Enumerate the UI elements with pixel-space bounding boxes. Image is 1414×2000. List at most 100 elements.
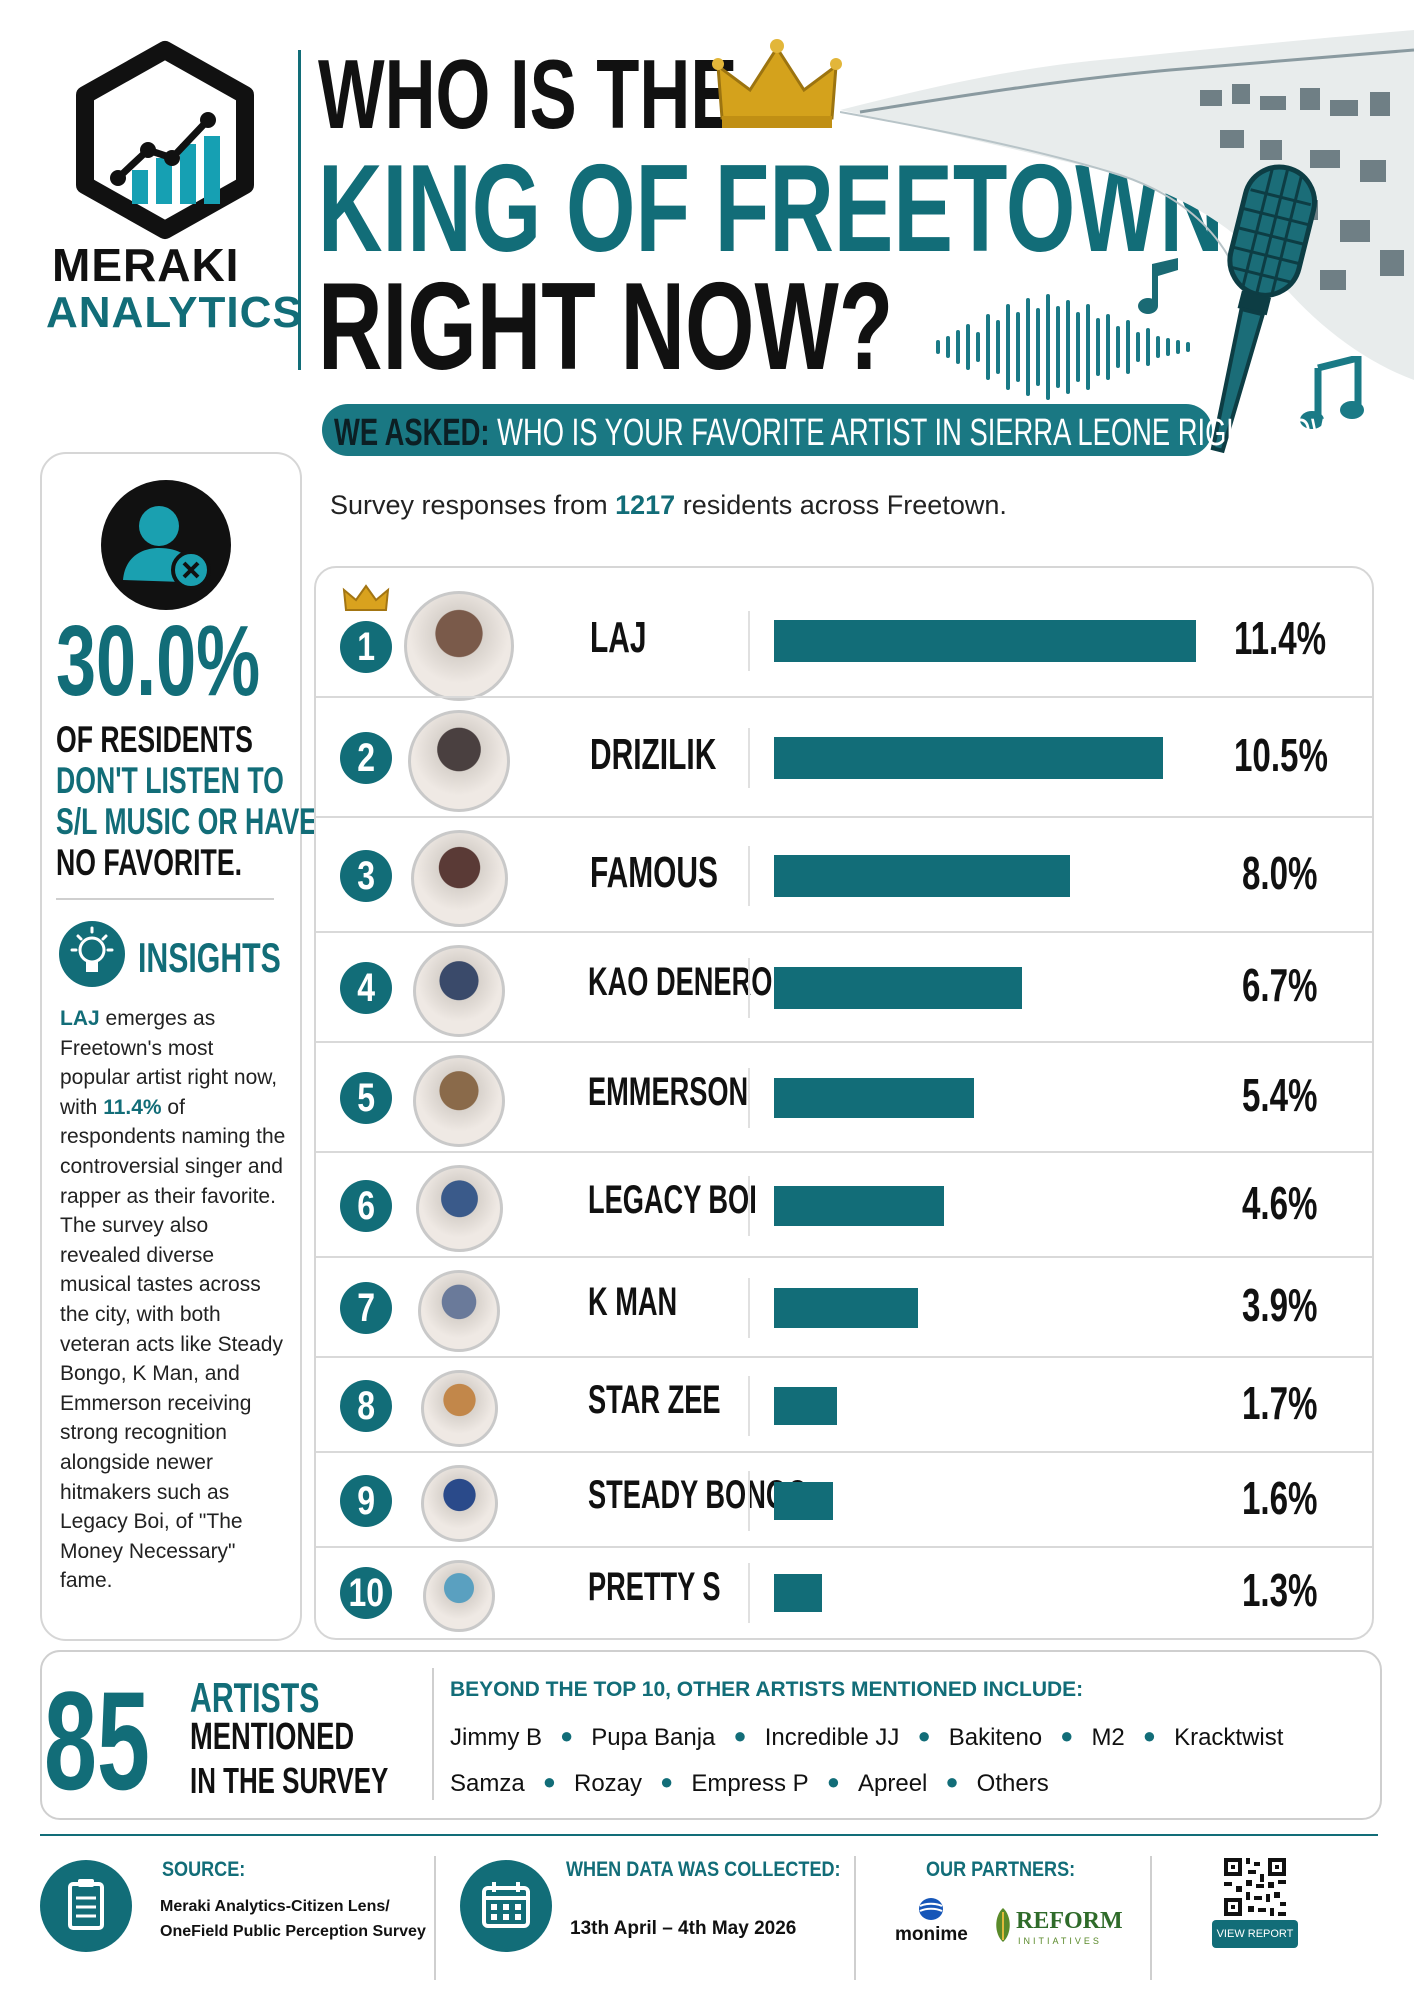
rank-number: 4	[340, 962, 392, 1014]
bar-value-label: 3.9%	[1242, 1279, 1318, 1331]
row-separator	[316, 1546, 1372, 1548]
bar	[774, 1481, 833, 1520]
partner-reform-sub: INITIATIVES	[1018, 1936, 1102, 1946]
partner-monime: monime	[895, 1924, 968, 1945]
brand-name-line2: ANALYTICS	[46, 288, 303, 337]
artist-name: PRETTY S	[588, 1565, 721, 1609]
rank-number: 1	[340, 621, 392, 673]
stat-text-line4: NO FAVORITE.	[56, 842, 243, 883]
row-divider	[748, 1375, 750, 1436]
bar	[774, 854, 1070, 897]
music-note-icon	[1138, 258, 1178, 314]
artist-avatar	[418, 1270, 500, 1352]
view-report-button[interactable]: VIEW REPORT	[1212, 1920, 1298, 1948]
artist-name: EMMERSON	[588, 1070, 749, 1114]
artist-name: FAMOUS	[590, 847, 718, 897]
rank-number: 10	[340, 1567, 392, 1619]
rank-number: 3	[340, 849, 392, 902]
stat-divider	[56, 898, 274, 900]
artist-name: LEGACY BOI	[588, 1177, 757, 1222]
footer-divider	[40, 1834, 1378, 1836]
bullet-icon: ●	[945, 1769, 959, 1794]
other-artist-name: Jimmy B	[450, 1724, 542, 1751]
rank-row: 8 STAR ZEE 1.7%	[316, 1358, 1372, 1453]
row-separator	[316, 1451, 1372, 1453]
clipboard-icon-circle	[40, 1860, 132, 1952]
bullet-icon: ●	[826, 1769, 840, 1794]
rank-number-text: 9	[357, 1478, 375, 1523]
artist-name: LAJ	[590, 613, 647, 662]
bullet-icon: ●	[733, 1723, 747, 1748]
sound-wave	[936, 294, 1190, 400]
row-divider	[748, 1175, 750, 1236]
bullet-icon: ●	[542, 1769, 556, 1794]
other-artist-name: Rozay	[574, 1770, 643, 1797]
clipboard-icon	[68, 1879, 104, 1930]
row-divider	[748, 611, 750, 671]
rank-number: 7	[340, 1282, 392, 1334]
crown-icon	[342, 584, 390, 611]
rank-number-text: 2	[357, 736, 375, 780]
row-separator	[316, 1041, 1372, 1043]
microphone-icon	[1210, 164, 1317, 454]
calendar-icon	[482, 1882, 530, 1928]
bar	[774, 1386, 837, 1425]
bar-value-label: 1.7%	[1242, 1376, 1318, 1429]
row-divider	[748, 958, 750, 1018]
artist-avatar	[423, 1560, 495, 1632]
bar-value-label: 11.4%	[1234, 612, 1327, 664]
bullet-icon: ●	[660, 1769, 674, 1794]
qr-code-icon[interactable]	[1222, 1856, 1288, 1918]
bar	[774, 1574, 822, 1612]
bullet-icon: ●	[1142, 1723, 1157, 1748]
rank-row: 6 LEGACY BOI 4.6%	[316, 1153, 1372, 1258]
monime-logo-icon	[919, 1898, 943, 1920]
header-divider	[298, 50, 301, 370]
respondent-count: 1217	[615, 490, 676, 520]
insights-text: LAJ emerges as Freetown's most popular a…	[60, 1007, 286, 1593]
rank-number-text: 7	[357, 1286, 375, 1330]
calendar-icon-circle	[460, 1860, 552, 1952]
reform-logo-icon	[996, 1908, 1010, 1942]
row-separator	[316, 696, 1372, 698]
bar-value-label: 1.6%	[1242, 1471, 1318, 1524]
bar	[774, 1288, 918, 1328]
row-separator	[316, 1356, 1372, 1358]
partner-reform: REFORM	[1016, 1908, 1123, 1934]
artist-name: KAO DENERO	[588, 960, 773, 1004]
bullet-icon: ●	[1060, 1723, 1074, 1748]
other-artists-heading: BEYOND THE TOP 10, OTHER ARTISTS MENTION…	[450, 1678, 1084, 1701]
bar	[774, 1078, 974, 1118]
insights-heading: INSIGHTS	[138, 934, 281, 981]
artists-label-line2: MENTIONED	[190, 1716, 355, 1758]
other-artist-name: Apreel	[858, 1770, 928, 1797]
rank-row: 2 DRIZILIK 10.5%	[316, 698, 1372, 818]
artist-name: DRIZILIK	[590, 730, 717, 779]
other-artists-row1: Jimmy B ● Pupa Banja ● Incredible JJ ● Bakiten…	[450, 1723, 1284, 1752]
footer-separator	[854, 1856, 856, 1980]
brand-name-line1: MERAKI	[52, 239, 240, 291]
footer-separator	[434, 1856, 436, 1980]
user-x-icon	[101, 480, 231, 610]
artist-avatar	[413, 1055, 505, 1147]
footer-separator	[1150, 1856, 1152, 1980]
other-artist-name: Samza	[450, 1770, 525, 1797]
rank-number: 9	[340, 1474, 392, 1527]
bar-value-label: 1.3%	[1242, 1564, 1318, 1616]
no-favorite-stat-value: 30.0%	[56, 605, 261, 717]
artists-count: 85	[44, 1662, 150, 1819]
bar-value-label: 5.4%	[1242, 1069, 1318, 1121]
question-text: WHO IS YOUR FAVORITE ARTIST IN SIERRA LE…	[497, 412, 1353, 454]
other-artist-name: Pupa Banja	[591, 1724, 716, 1751]
collection-date-label: WHEN DATA WAS COLLECTED:	[566, 1858, 841, 1881]
partners-label: OUR PARTNERS:	[926, 1858, 1076, 1881]
artists-label-line1: ARTISTS	[190, 1674, 320, 1721]
other-artist-name: Incredible JJ	[764, 1724, 900, 1751]
ranking-chart: 1 LAJ 11.4% 2 DRIZILIK 10.5% 3 FAMOUS 8.0% 4 KAO D…	[314, 566, 1374, 1640]
other-artist-name: Empress P	[691, 1770, 809, 1797]
music-note-icon	[1300, 356, 1364, 429]
row-divider	[748, 845, 750, 906]
other-artist-name: Kracktwist	[1174, 1724, 1284, 1751]
source-text: Meraki Analytics-Citizen Lens/ OneField …	[160, 1898, 426, 1940]
question-banner: WE ASKED: WHO IS YOUR FAVORITE ARTIST IN…	[322, 404, 1352, 456]
